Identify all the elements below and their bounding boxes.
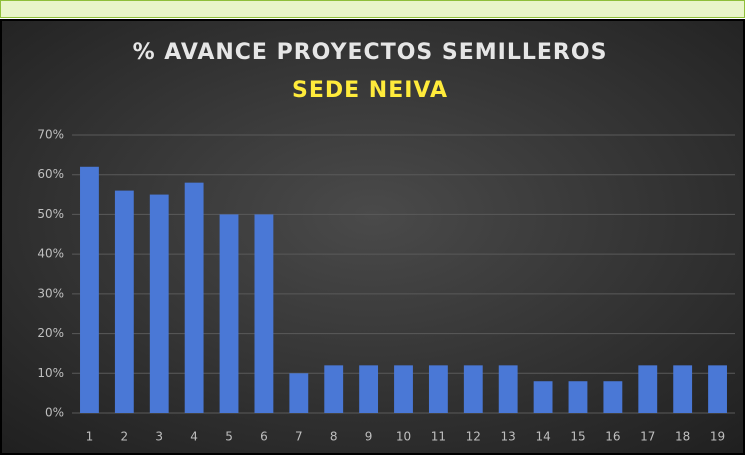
bar (149, 194, 169, 413)
bar (324, 365, 344, 413)
bar (359, 365, 379, 413)
x-tick-label: 15 (570, 430, 585, 444)
chart-title: % AVANCE PROYECTOS SEMILLEROS (133, 40, 608, 65)
bar (673, 365, 693, 413)
x-tick-label: 4 (190, 430, 198, 444)
x-tick-label: 14 (535, 430, 550, 444)
y-tick-label: 0% (45, 406, 64, 420)
bar (568, 381, 588, 413)
x-tick-label: 8 (330, 430, 338, 444)
y-tick-label: 40% (37, 247, 64, 261)
top-strip (0, 0, 745, 18)
y-tick-label: 10% (37, 366, 64, 380)
y-tick-label: 20% (37, 326, 64, 340)
x-tick-label: 7 (295, 430, 303, 444)
bar (638, 365, 658, 413)
bar (289, 373, 309, 413)
chart: % AVANCE PROYECTOS SEMILLEROS SEDE NEIVA… (0, 19, 745, 455)
chart-subtitle: SEDE NEIVA (292, 78, 448, 103)
x-tick-label: 13 (501, 430, 516, 444)
x-tick-label: 12 (466, 430, 481, 444)
bar (219, 214, 239, 413)
x-tick-label: 2 (121, 430, 129, 444)
y-tick-label: 70% (37, 128, 64, 142)
y-tick-label: 30% (37, 286, 64, 300)
x-tick-label: 3 (155, 430, 163, 444)
x-tick-label: 1 (86, 430, 94, 444)
bar (603, 381, 623, 413)
bar (708, 365, 727, 413)
x-tick-label: 5 (225, 430, 233, 444)
x-tick-label: 10 (396, 430, 411, 444)
x-tick-label: 6 (260, 430, 268, 444)
bar (463, 365, 483, 413)
x-tick-label: 16 (605, 430, 620, 444)
y-tick-label: 50% (37, 207, 64, 221)
bar (533, 381, 553, 413)
y-tick-label: 60% (37, 167, 64, 181)
bar (114, 190, 134, 413)
x-tick-label: 9 (365, 430, 373, 444)
bar (80, 166, 99, 413)
bar (394, 365, 413, 413)
x-tick-label: 19 (710, 430, 725, 444)
bar (254, 214, 274, 413)
x-tick-label: 17 (640, 430, 655, 444)
x-tick-label: 11 (431, 430, 446, 444)
x-tick-label: 18 (675, 430, 690, 444)
bar (498, 365, 518, 413)
bar (428, 365, 448, 413)
bar (184, 182, 204, 413)
